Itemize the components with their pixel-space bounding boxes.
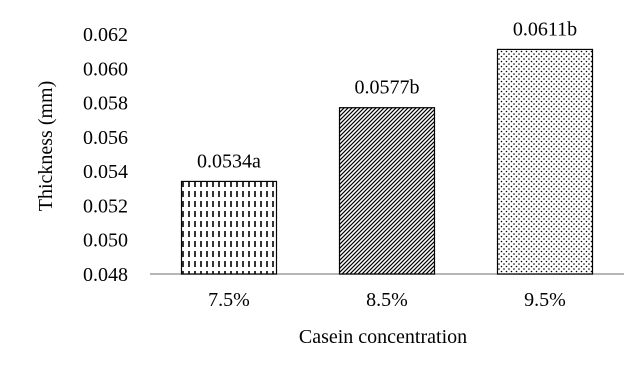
bar-2 xyxy=(338,107,436,275)
bar-data-label: 0.0534a xyxy=(197,150,261,172)
y-tick-label: 0.054 xyxy=(83,161,128,183)
data-labels-group: 0.0534a 0.0577b 0.0611b xyxy=(197,18,577,172)
x-tick-label: 7.5% xyxy=(208,289,250,311)
bar-1 xyxy=(180,180,278,275)
bar-data-label: 0.0577b xyxy=(355,77,420,99)
x-tick-label: 8.5% xyxy=(366,289,408,311)
bar-data-label: 0.0611b xyxy=(513,18,577,40)
y-tick-label: 0.062 xyxy=(83,24,128,46)
x-axis-title: Casein concentration xyxy=(299,326,467,348)
y-tick-label: 0.050 xyxy=(83,230,128,252)
y-tick-label: 0.056 xyxy=(83,127,128,149)
bars-group xyxy=(180,48,594,275)
y-axis-ticks: 0.048 0.050 0.052 0.054 0.056 0.058 0.060 0.062 xyxy=(83,24,128,286)
y-tick-label: 0.060 xyxy=(83,58,128,80)
x-axis-ticks: 7.5% 8.5% 9.5% xyxy=(208,289,566,311)
y-tick-label: 0.058 xyxy=(83,93,128,115)
bar-3 xyxy=(496,48,594,275)
y-tick-label: 0.052 xyxy=(83,195,128,217)
x-tick-label: 9.5% xyxy=(524,289,566,311)
y-axis-title: Thickness (mm) xyxy=(35,81,57,212)
y-tick-label: 0.048 xyxy=(83,264,128,286)
